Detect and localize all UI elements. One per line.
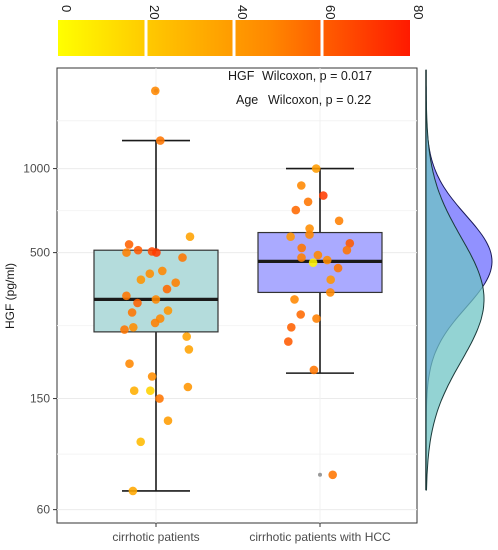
data-point bbox=[287, 323, 296, 332]
data-point bbox=[290, 295, 299, 304]
marginal-density bbox=[425, 69, 493, 491]
data-point bbox=[178, 253, 187, 262]
data-point bbox=[313, 250, 323, 260]
x-axis: cirrhotic patients cirrhotic patients wit… bbox=[112, 523, 391, 544]
colorbar-tick-label: 40 bbox=[235, 5, 250, 19]
data-point bbox=[326, 288, 335, 297]
data-point bbox=[286, 232, 295, 241]
data-point bbox=[133, 298, 142, 308]
box-2 bbox=[257, 167, 383, 477]
data-point bbox=[151, 86, 160, 96]
data-point bbox=[311, 164, 321, 173]
data-point bbox=[146, 386, 155, 396]
data-point bbox=[326, 275, 336, 285]
data-point bbox=[183, 382, 193, 392]
data-point bbox=[333, 263, 343, 273]
data-point bbox=[308, 258, 318, 268]
data-point bbox=[312, 314, 321, 323]
data-point bbox=[163, 306, 173, 315]
data-point bbox=[147, 372, 157, 381]
data-point bbox=[297, 243, 307, 253]
data-point bbox=[125, 359, 134, 369]
data-point bbox=[128, 486, 138, 496]
data-point bbox=[120, 325, 129, 334]
data-point bbox=[345, 239, 355, 248]
data-point bbox=[163, 416, 173, 426]
data-point bbox=[129, 386, 139, 396]
data-point bbox=[122, 291, 131, 301]
data-point bbox=[309, 365, 319, 375]
annotation-age-text: Wilcoxon, p = 0.22 bbox=[268, 93, 371, 107]
data-point bbox=[305, 224, 314, 233]
annotation-age: Age Wilcoxon, p = 0.22 bbox=[236, 93, 371, 107]
y-axis-title: HGF (pg/ml) bbox=[3, 263, 17, 329]
colorbar-tick-label: 80 bbox=[411, 5, 426, 19]
data-point bbox=[319, 191, 328, 200]
data-point bbox=[127, 308, 137, 317]
y-tick-label: 150 bbox=[30, 392, 50, 406]
data-point bbox=[158, 266, 167, 276]
data-point bbox=[342, 245, 352, 255]
data-point bbox=[291, 205, 301, 215]
data-point bbox=[156, 136, 165, 145]
data-point bbox=[136, 275, 146, 285]
data-point bbox=[328, 470, 338, 480]
annotation-age-label: Age bbox=[236, 93, 258, 107]
y-tick-label: 1000 bbox=[23, 162, 50, 176]
data-point bbox=[136, 437, 145, 447]
x-tick-label: cirrhotic patients bbox=[112, 530, 199, 544]
colorbar-tick-label: 0 bbox=[59, 5, 74, 12]
data-points bbox=[120, 86, 355, 496]
annotation-hgf-text: Wilcoxon, p = 0.017 bbox=[262, 69, 372, 83]
data-point bbox=[152, 248, 161, 257]
data-point bbox=[334, 216, 344, 226]
data-point bbox=[124, 240, 134, 249]
colorbar-tick-label: 20 bbox=[147, 5, 162, 19]
colorbar-tick-label: 60 bbox=[323, 5, 338, 19]
colorbar: 0 20 40 60 80 bbox=[58, 5, 426, 56]
data-point bbox=[296, 310, 306, 319]
data-point bbox=[297, 253, 306, 262]
density-cirrhotic bbox=[425, 69, 485, 491]
data-point bbox=[122, 248, 131, 257]
data-point bbox=[145, 269, 155, 279]
annotation-hgf: HGF Wilcoxon, p = 0.017 bbox=[228, 69, 372, 83]
data-point bbox=[284, 337, 293, 346]
data-point bbox=[171, 278, 180, 288]
data-point bbox=[182, 332, 191, 341]
annotation-hgf-label: HGF bbox=[228, 69, 255, 83]
y-tick-label: 500 bbox=[30, 246, 50, 260]
y-axis: 60 150 500 1000 bbox=[23, 162, 57, 517]
data-point bbox=[129, 323, 138, 332]
x-tick-label: cirrhotic patients with HCC bbox=[249, 530, 391, 544]
data-point bbox=[185, 232, 195, 241]
data-point bbox=[162, 284, 172, 294]
data-point bbox=[322, 255, 332, 265]
data-point bbox=[303, 197, 313, 207]
data-point bbox=[297, 181, 306, 190]
data-point bbox=[150, 318, 160, 328]
y-tick-label: 60 bbox=[37, 503, 51, 517]
data-point bbox=[305, 230, 314, 239]
outlier-point bbox=[318, 472, 322, 477]
data-point bbox=[184, 345, 194, 354]
data-point bbox=[155, 394, 164, 403]
data-point bbox=[151, 295, 161, 304]
data-point bbox=[133, 245, 143, 255]
